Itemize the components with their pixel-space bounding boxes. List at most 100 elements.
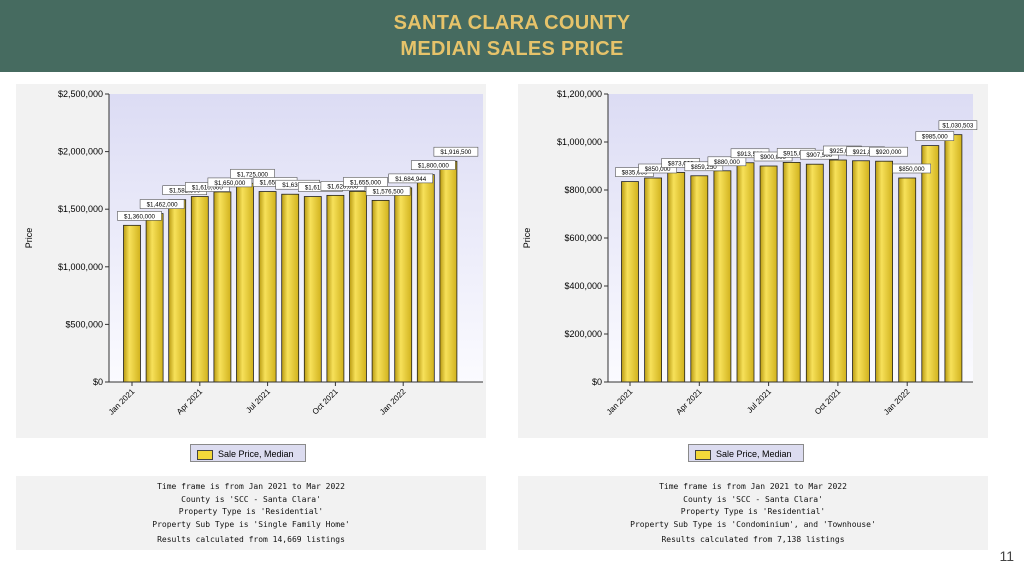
bar — [759, 165, 778, 383]
bar — [281, 193, 300, 383]
info-line: Time frame is from Jan 2021 to Mar 2022 — [157, 482, 345, 491]
data-label: $1,462,000 — [147, 202, 179, 209]
data-label: $920,000 — [876, 149, 902, 156]
data-label: $907,500 — [806, 152, 832, 159]
data-label: $1,650,000 — [214, 180, 246, 187]
legend-single-family: Sale Price, Median — [190, 444, 306, 462]
bar — [852, 160, 870, 383]
data-label: $873,000 — [668, 160, 694, 167]
x-tick-label: Oct 2021 — [813, 387, 843, 417]
bar — [713, 170, 732, 383]
bar — [416, 174, 435, 383]
data-label: $835,000 — [622, 170, 648, 177]
info-box-condo-townhouse: Time frame is from Jan 2021 to Mar 2022 … — [518, 476, 988, 550]
data-label: $850,000 — [899, 166, 925, 173]
data-label-box — [433, 146, 479, 157]
data-label: $1,610,000 — [192, 185, 224, 192]
bar — [690, 175, 709, 383]
data-label: $913,500 — [737, 151, 763, 158]
y-tick-label: $2,500,000 — [58, 89, 103, 99]
y-tick-label: $1,200,000 — [557, 89, 602, 99]
legend-swatch — [695, 449, 711, 460]
chart-condo-townhouse-median-price: $0 $200,000 $400,000 $600,000 $800,000 $1,000… — [522, 89, 978, 417]
x-tick-label: Jan 2022 — [882, 387, 912, 417]
info-line: Property Sub Type is 'Condominium', and … — [630, 519, 876, 529]
data-label: $1,030,503 — [942, 123, 974, 130]
data-label-box — [707, 156, 747, 167]
info-line: Results calculated from 7,138 listings — [661, 535, 845, 544]
data-label: $985,000 — [922, 134, 948, 141]
bar — [782, 162, 801, 383]
data-label: $921,800 — [853, 149, 879, 156]
x-tick-label: Jan 2021 — [107, 387, 137, 417]
y-axis-label: Price — [522, 228, 532, 249]
y-tick-label: $400,000 — [564, 281, 602, 291]
data-label-box — [139, 199, 185, 209]
data-label-box — [365, 186, 411, 196]
data-label: $1,610,000 — [305, 185, 337, 192]
data-label-box — [207, 177, 253, 188]
info-line: Property Sub Type is 'Single Family Home… — [152, 519, 350, 529]
data-label-box — [938, 120, 978, 130]
bar — [875, 160, 894, 383]
bar — [258, 191, 277, 383]
y-tick-label: $800,000 — [564, 185, 602, 195]
bar — [736, 162, 755, 383]
bar — [644, 177, 662, 383]
y-tick-label: $200,000 — [564, 329, 602, 339]
bar — [190, 196, 209, 383]
data-label-box — [915, 131, 955, 141]
data-label: $1,916,500 — [440, 149, 472, 156]
bar — [145, 213, 164, 383]
bar — [394, 187, 413, 383]
bar — [621, 181, 639, 383]
data-label-box — [388, 173, 434, 184]
bar — [349, 190, 367, 383]
info-line: Results calculated from 14,669 listings — [157, 535, 345, 544]
data-label: $1,620,000 — [327, 183, 359, 190]
info-line: Time frame is from Jan 2021 to Mar 2022 — [659, 482, 847, 491]
x-tick-label: Apr 2021 — [175, 387, 205, 417]
bar — [123, 224, 141, 383]
info-line: Property Type is 'Residential' — [178, 507, 324, 516]
bar — [213, 191, 232, 383]
data-label: $859,250 — [691, 164, 717, 171]
info-line: Property Type is 'Residential' — [680, 507, 826, 516]
legend-label: Sale Price, Median — [218, 449, 294, 459]
legend-condo-townhouse: Sale Price, Median — [688, 444, 804, 462]
bar — [805, 163, 824, 383]
x-tick-label: Jul 2021 — [745, 387, 773, 415]
y-tick-label: $0 — [93, 377, 103, 387]
legend-swatch — [197, 449, 213, 460]
info-line: County is 'SCC - Santa Clara' — [181, 494, 321, 504]
slide-title-line1: SANTA CLARA COUNTY — [393, 12, 631, 34]
data-label: $1,725,000 — [237, 171, 269, 178]
bar — [828, 159, 847, 383]
data-label: $1,582,500 — [169, 188, 201, 195]
info-line: County is 'SCC - Santa Clara' — [683, 494, 823, 504]
data-label: $915,000 — [783, 150, 809, 157]
data-label: $1,360,000 — [124, 213, 156, 220]
x-tick-label: Oct 2021 — [310, 387, 340, 417]
x-tick-label: Jan 2022 — [378, 387, 408, 417]
data-label-box — [230, 168, 275, 179]
x-tick-label: Apr 2021 — [674, 387, 704, 417]
bar — [667, 172, 686, 383]
data-label-box — [343, 177, 388, 187]
chart-single-family-median-price: $0 $500,000 $1,000,000 $1,500,000 $2,000,000… — [24, 89, 483, 417]
y-tick-label: $1,500,000 — [58, 204, 103, 214]
data-label: $1,684,944 — [395, 176, 427, 183]
x-tick-label: Jul 2021 — [244, 387, 272, 415]
chart-panel-single-family: $0 $500,000 $1,000,000 $1,500,000 $2,000,000… — [16, 84, 486, 438]
y-tick-label: $1,000,000 — [557, 137, 602, 147]
bar — [303, 196, 322, 383]
chart-panel-condo-townhouse: $0 $200,000 $400,000 $600,000 $800,000 $1,000… — [518, 84, 988, 438]
bar — [326, 194, 345, 383]
data-label: $850,000 — [645, 166, 671, 173]
info-box-single-family: Time frame is from Jan 2021 to Mar 2022 … — [16, 476, 486, 550]
x-tick-label: Jan 2021 — [605, 387, 635, 417]
y-tick-label: $2,000,000 — [58, 147, 103, 157]
data-label: $1,630,000 — [282, 182, 314, 189]
slide-header: SANTA CLARA COUNTY MEDIAN SALES PRICE — [0, 0, 1024, 72]
page-number: 11 — [999, 548, 1014, 564]
